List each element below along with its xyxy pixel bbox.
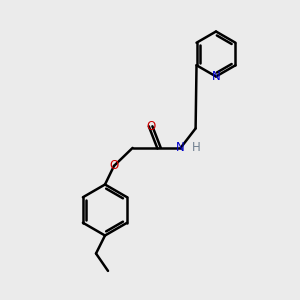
Text: H: H — [192, 141, 201, 154]
Text: O: O — [110, 159, 118, 172]
Text: N: N — [212, 70, 220, 83]
Text: N: N — [176, 141, 185, 154]
Text: O: O — [146, 120, 155, 133]
